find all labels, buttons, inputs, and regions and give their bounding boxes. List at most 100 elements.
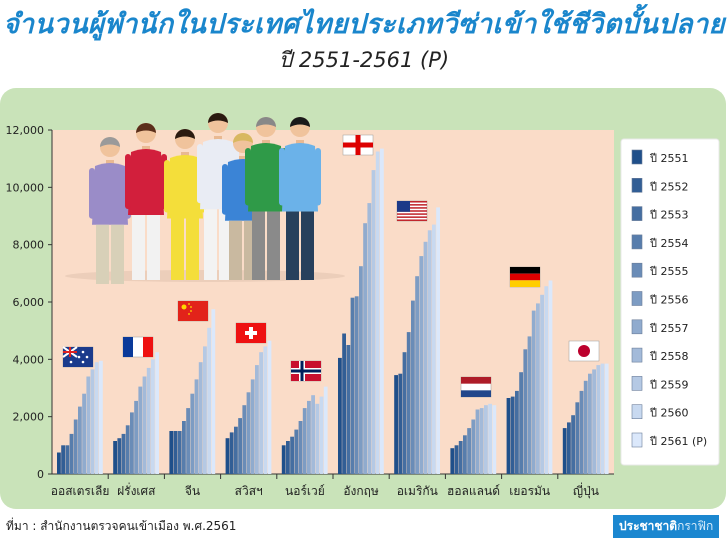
bar — [155, 352, 159, 474]
bar — [229, 432, 234, 474]
bar — [419, 256, 424, 474]
bar — [130, 412, 134, 474]
bar — [536, 303, 540, 474]
legend-label: ปี 2556 — [649, 294, 689, 307]
legend-swatch — [631, 234, 643, 250]
bar — [286, 441, 290, 474]
bar — [82, 393, 86, 474]
bar — [315, 403, 320, 474]
bar — [73, 419, 78, 474]
bar — [190, 393, 195, 474]
bar — [579, 390, 584, 474]
bar — [415, 276, 419, 474]
bar — [267, 340, 272, 474]
bar — [394, 375, 398, 474]
y-tick-label: 12,000 — [6, 124, 45, 137]
bar — [371, 170, 376, 474]
category-label: ฝรั่งเศส — [117, 482, 156, 498]
bar — [69, 433, 74, 474]
legend-swatch — [631, 347, 643, 363]
bar — [121, 433, 126, 474]
bar — [484, 405, 488, 474]
y-tick-label: 4,000 — [13, 353, 45, 366]
bar — [238, 418, 242, 474]
bar — [311, 395, 315, 474]
bar — [281, 445, 286, 474]
bar — [571, 415, 575, 474]
legend-swatch — [631, 376, 643, 391]
bar — [359, 266, 363, 474]
legend-swatch — [631, 432, 643, 448]
legend-swatch — [631, 291, 643, 306]
bar — [600, 363, 605, 474]
bar — [78, 406, 82, 474]
y-tick-label: 8,000 — [13, 239, 45, 252]
bar — [531, 310, 536, 474]
bar — [588, 373, 592, 474]
legend-swatch — [631, 262, 643, 278]
england-flag-icon — [342, 134, 374, 156]
bar — [151, 359, 155, 474]
bar — [99, 360, 103, 474]
japan-flag-icon — [568, 340, 600, 362]
bar — [169, 431, 174, 474]
bar — [186, 408, 190, 474]
bar — [475, 409, 480, 474]
legend-label: ปี 2552 — [649, 180, 689, 193]
bar — [94, 362, 99, 474]
legend-swatch — [631, 178, 643, 193]
bar — [458, 441, 463, 474]
bar — [604, 363, 609, 474]
bar — [342, 333, 346, 474]
bar — [450, 448, 455, 474]
bar — [255, 365, 259, 474]
bar — [567, 422, 571, 474]
bar — [198, 362, 203, 474]
page-title: จำนวนผู้พำนักในประเทศไทยประเภทวีซ่าเข้าใ… — [2, 9, 726, 40]
bar — [375, 151, 380, 474]
bar — [367, 203, 372, 474]
bar — [138, 386, 143, 474]
bar — [302, 408, 307, 474]
bar — [242, 405, 247, 474]
legend-label: ปี 2551 — [649, 152, 689, 165]
y-tick-label: 10,000 — [6, 181, 45, 194]
switzerland-flag-icon — [235, 322, 267, 344]
bar — [471, 419, 476, 474]
bar — [406, 332, 411, 474]
bar — [263, 346, 268, 474]
legend-label: ปี 2557 — [649, 322, 689, 335]
bar — [463, 435, 467, 474]
china-flag-icon — [177, 300, 209, 322]
category-label: ออสเตรเลีย — [51, 484, 110, 498]
legend-label: ปี 2561 (P) — [649, 435, 707, 448]
legend — [620, 138, 720, 466]
bar — [203, 346, 207, 474]
bar — [432, 224, 436, 474]
bar — [436, 207, 440, 474]
y-tick-label: 2,000 — [13, 411, 45, 424]
bar — [479, 408, 484, 474]
bar — [117, 438, 122, 474]
bar — [583, 380, 588, 474]
legend-label: ปี 2555 — [649, 265, 689, 278]
bar — [492, 405, 497, 474]
bar — [57, 452, 61, 474]
bar — [207, 327, 211, 474]
brand-light: กราฟิก — [677, 519, 714, 533]
bar — [146, 367, 151, 474]
bar — [290, 436, 294, 474]
bar — [427, 230, 432, 474]
legend-label: ปี 2558 — [649, 350, 689, 363]
brand-strong: ประชาชาติ — [619, 519, 678, 533]
bar — [548, 280, 553, 474]
page-subtitle: ปี 2551-2561 (P) — [278, 48, 450, 72]
bar — [506, 398, 511, 474]
netherlands-flag-icon — [460, 376, 492, 398]
bar — [259, 352, 263, 474]
category-label: อังกฤษ — [343, 484, 379, 498]
bar — [527, 336, 532, 474]
bar — [488, 403, 492, 474]
bar — [294, 429, 299, 474]
category-label: นอร์เวย์ — [285, 484, 325, 498]
